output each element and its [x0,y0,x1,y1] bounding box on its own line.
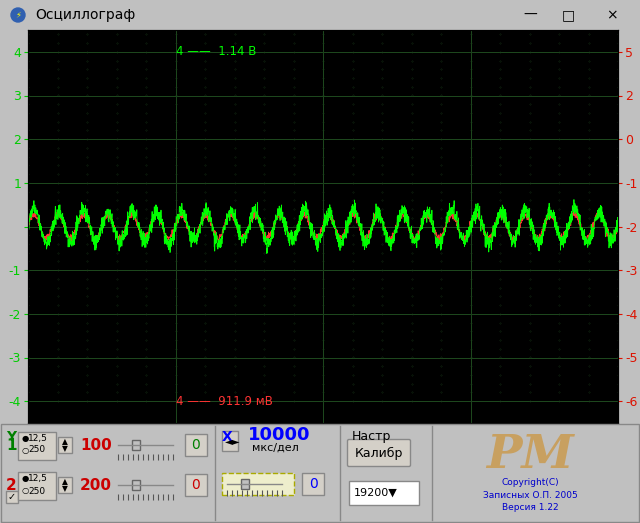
Text: 0: 0 [308,477,317,491]
Text: 250: 250 [28,486,45,495]
Bar [132,480,140,490]
Text: ◄: ◄ [225,436,232,446]
Text: 10000: 10000 [248,426,310,444]
Text: ►: ► [232,436,239,446]
Bar [222,473,294,495]
Text: PM: PM [486,432,574,478]
Text: 12,5: 12,5 [28,434,48,442]
Bar [349,481,419,505]
Text: ✓: ✓ [8,492,16,502]
Bar [18,472,56,500]
Text: 200: 200 [80,477,112,493]
Text: 4 ——  911.9 мВ: 4 —— 911.9 мВ [175,395,273,407]
Text: ×: × [606,8,618,22]
Text: 19200▼: 19200▼ [354,488,398,498]
Text: Калибр: Калибр [355,447,403,460]
Text: X: X [222,430,233,444]
Text: ⚡: ⚡ [15,10,21,19]
Text: —: — [523,8,537,22]
Text: мкс/дел: мкс/дел [252,443,299,453]
Text: ▲: ▲ [62,438,68,447]
Text: 2: 2 [6,477,17,493]
Text: ○: ○ [22,446,29,454]
Bar [222,431,238,451]
Text: 4 ——  1.14 В: 4 —— 1.14 В [175,46,256,59]
Text: 0: 0 [191,478,200,492]
Text: Y: Y [6,430,16,444]
Text: ●: ● [22,434,29,442]
Text: ●: ● [22,474,29,483]
Text: ▲: ▲ [62,477,68,486]
Bar [132,440,140,450]
Text: Настр: Настр [352,430,392,443]
Text: ▼: ▼ [62,445,68,453]
Text: 100: 100 [80,438,112,452]
Text: 12,5: 12,5 [28,474,48,483]
Text: 0: 0 [191,438,200,452]
Bar [302,473,324,495]
Circle shape [11,8,25,22]
Text: Осциллограф: Осциллограф [35,8,135,22]
Bar [58,477,72,493]
Text: ▼: ▼ [62,484,68,494]
Text: Copyright(C)
Записных О.П. 2005
Версия 1.22: Copyright(C) Записных О.П. 2005 Версия 1… [483,478,577,512]
Text: 1: 1 [6,438,17,452]
Bar [6,491,18,503]
Bar [185,434,207,456]
Bar [58,437,72,453]
FancyBboxPatch shape [348,439,410,467]
Bar [185,474,207,496]
Bar [18,432,56,460]
Text: ○: ○ [22,486,29,495]
Text: □: □ [561,8,575,22]
Text: 250: 250 [28,446,45,454]
Bar [241,479,249,489]
